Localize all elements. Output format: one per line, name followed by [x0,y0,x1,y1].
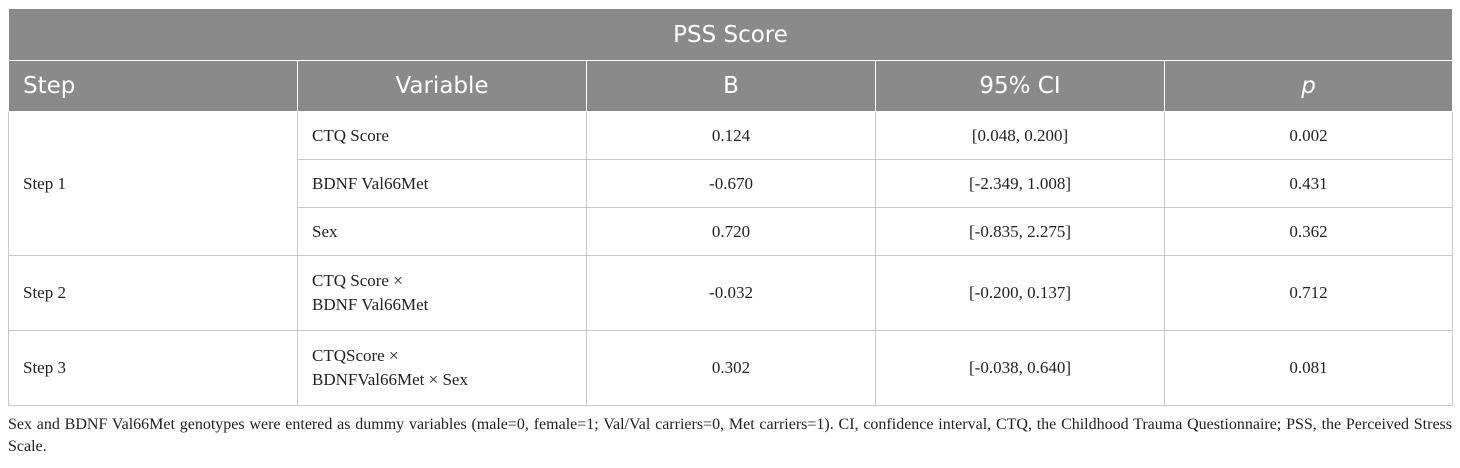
table-row: Sex 0.720 [-0.835, 2.275] 0.362 [9,207,1454,256]
variable-line: CTQ Score × [312,271,403,290]
header-b: B [586,60,876,112]
table-container: PSS Score Step Variable B 95% CI p Step … [7,8,1454,458]
table-row: Step 3 CTQScore × BDNFVal66Met × Sex 0.302[… [8,330,1454,406]
p-cell: 0.431 [1163,159,1454,208]
variable-cell: CTQ Score × BDNF Val66Met [297,255,587,331]
p-cell: 0.362 [1163,207,1454,256]
variable-cell: Sex [297,207,587,256]
variable-cell: CTQScore × BDNFVal66Met × Sex [297,330,587,406]
header-ci: 95% CI [875,60,1165,112]
b-cell: -0.032 [586,255,876,331]
b-cell: 0.302 [586,330,876,406]
table-row: BDNF Val66Met -0.670 [-2.349, 1.008] 0.431 [9,159,1454,208]
ci-cell: [-2.349, 1.008] [875,159,1165,208]
step-cell: Step 2 [8,255,298,331]
b-cell: 0.720 [586,207,876,256]
table-title: PSS Score [7,8,1454,61]
table-row: Step 2 CTQ Score × BDNF Val66Met -0.032 [-0.… [8,255,1454,331]
variable-line: CTQ Score [312,125,389,145]
table-body: Step 1 CTQ Score 0.124 [0.048, 0.200] 0.002 B… [8,111,1454,406]
header-p: p [1163,60,1454,112]
table-row: Step 1 CTQ Score 0.124 [0.048, 0.200] 0.002 [8,111,1454,256]
p-cell: 0.712 [1163,255,1454,331]
variable-line: BDNF Val66Met [312,295,429,314]
variable-line: BDNFVal66Met × Sex [312,370,468,389]
ci-cell: [-0.835, 2.275] [875,207,1165,256]
step-cell: Step 1 [8,111,298,256]
b-cell: -0.670 [586,159,876,208]
step-cell: Step 3 [8,330,298,406]
p-cell: 0.002 [1163,111,1454,160]
b-cell: 0.124 [586,111,876,160]
p-cell: 0.081 [1163,330,1454,406]
header-step: Step [8,60,298,112]
ci-cell: [-0.038, 0.640] [875,330,1165,406]
header-variable: Variable [297,60,587,112]
variable-line: CTQScore × [312,346,399,365]
table-footnote: Sex and BDNF Val66Met genotypes were ent… [8,416,1452,455]
ci-cell: [-0.200, 0.137] [875,255,1165,331]
regression-table: PSS Score Step Variable B 95% CI p Step … [7,8,1454,406]
variable-cell: BDNF Val66Met [297,159,587,208]
ci-cell: [0.048, 0.200] [875,111,1165,160]
variable-line: Sex [312,221,338,241]
variable-cell: CTQ Score [297,111,587,160]
variable-line: BDNF Val66Met [312,173,429,193]
